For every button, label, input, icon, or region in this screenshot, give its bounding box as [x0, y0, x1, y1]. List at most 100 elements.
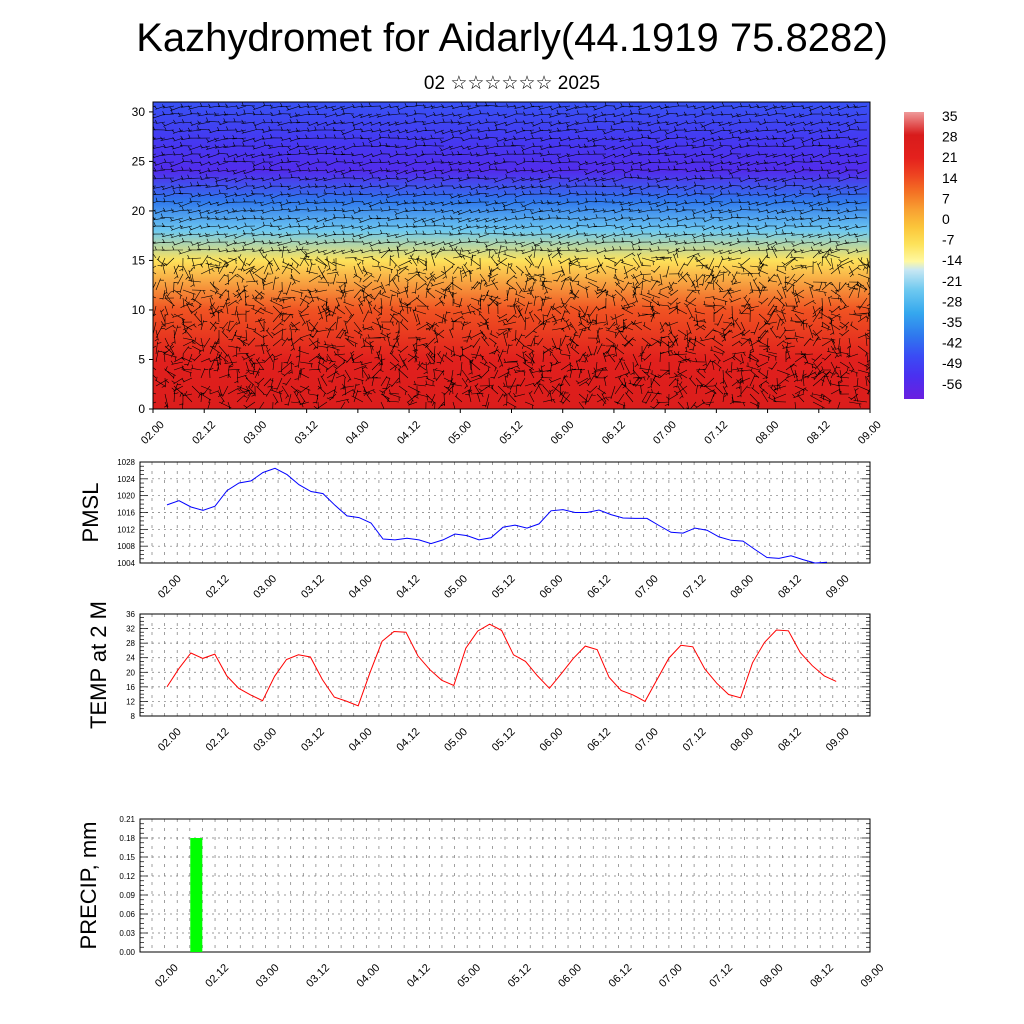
x-tick-label: 07.00: [633, 726, 661, 754]
y-axis-label: PMSL: [78, 483, 103, 543]
y-tick-label: 15: [132, 253, 146, 267]
y-tick-label: 0: [138, 402, 145, 416]
x-tick-label: 06.00: [549, 419, 577, 447]
x-tick-label: 06.12: [607, 962, 635, 990]
x-tick-label: 08.00: [728, 573, 756, 601]
y-tick-label: 1028: [117, 458, 135, 467]
y-tick-label: 30: [132, 105, 146, 119]
x-tick-label: 03.00: [251, 726, 279, 754]
x-tick-label: 07.12: [681, 573, 709, 601]
x-tick-label: 08.00: [753, 419, 781, 447]
chart-subtitle: 02 ☆☆☆☆☆☆ 2025: [423, 73, 601, 94]
y-tick-label: 0.15: [119, 853, 135, 862]
x-tick-label: 02.00: [153, 962, 181, 990]
y-tick-label: 0.03: [119, 929, 135, 938]
x-tick-label: 04.00: [347, 726, 375, 754]
x-tick-label: 03.12: [304, 962, 332, 990]
x-tick-label: 03.00: [251, 573, 279, 601]
colorbar-label: -49: [942, 355, 962, 371]
temperature-field: [153, 102, 870, 409]
colorbar-label: -35: [942, 314, 962, 330]
colorbar-label: -56: [942, 376, 962, 392]
series-line: [166, 623, 837, 707]
y-tick-label: 28: [126, 639, 135, 648]
y-tick-label: 1016: [117, 509, 135, 518]
x-tick-label: 02.00: [156, 726, 184, 754]
y-tick-label: 24: [126, 654, 135, 663]
y-tick-label: 1008: [117, 542, 135, 551]
x-tick-label: 05.12: [490, 573, 518, 601]
x-tick-label: 02.12: [190, 419, 218, 447]
x-tick-label: 05.00: [442, 726, 470, 754]
colorbar-fill: [904, 112, 924, 399]
panel-frame: [139, 613, 871, 717]
temp2m-panel: 8 12 16 20 24 28 32 36 TEMP at 2 M 02.00 02.12 03.0…: [86, 601, 871, 754]
colorbar-label: 0: [942, 211, 950, 227]
x-tick-label: 09.00: [859, 962, 887, 990]
y-axis-label: PRECIP, mm: [76, 822, 101, 950]
x-tick-label: 05.12: [490, 726, 518, 754]
y-tick-label: 36: [126, 610, 135, 619]
colorbar-label: -28: [942, 293, 962, 309]
x-tick-label: 06.00: [556, 962, 584, 990]
colorbar-label: -42: [942, 335, 962, 351]
x-tick-label: 08.12: [776, 726, 804, 754]
colorbar-label: -14: [942, 252, 962, 268]
x-tick-label: 02.12: [204, 573, 232, 601]
y-tick-label: 0.09: [119, 891, 135, 900]
series-line: [166, 467, 828, 564]
y-tick-label: 1012: [117, 525, 135, 534]
x-tick-label: 04.00: [344, 419, 372, 447]
x-tick-label: 03.12: [299, 573, 327, 601]
y-tick-label: 32: [126, 625, 135, 634]
x-tick-label: 08.12: [776, 573, 804, 601]
colorbar-label: -21: [942, 273, 962, 289]
y-tick-label: 0.18: [119, 834, 135, 843]
x-tick-label: 07.00: [651, 419, 679, 447]
x-tick-label: 02.12: [204, 726, 232, 754]
x-tick-label: 03.00: [254, 962, 282, 990]
x-tick-label: 07.00: [657, 962, 685, 990]
y-tick-label: 0.12: [119, 872, 135, 881]
y-tick-label: 1004: [117, 559, 135, 568]
x-tick-label: 04.00: [347, 573, 375, 601]
precip-bar: [190, 838, 203, 952]
x-tick-label: 07.12: [702, 419, 730, 447]
y-tick-label: 20: [126, 668, 135, 677]
y-tick-label: 10: [132, 303, 146, 317]
x-tick-label: 09.00: [824, 573, 852, 601]
x-tick-label: 09.00: [856, 419, 884, 447]
colorbar-label: 21: [942, 149, 958, 165]
x-tick-label: 05.00: [442, 573, 470, 601]
x-tick-label: 08.00: [758, 962, 786, 990]
x-tick-label: 05.00: [446, 419, 474, 447]
x-tick-label: 06.12: [585, 726, 613, 754]
colorbar-label: 35: [942, 108, 958, 124]
y-tick-label: 0.06: [119, 910, 135, 919]
x-tick-label: 05.00: [455, 962, 483, 990]
grid: [140, 461, 870, 564]
x-tick-label: 06.12: [585, 573, 613, 601]
y-tick-label: 12: [126, 697, 135, 706]
x-tick-label: 02.00: [156, 573, 184, 601]
y-tick-label: 0.21: [119, 815, 135, 824]
x-tick-label: 05.12: [506, 962, 534, 990]
pmsl-panel: 1004 1008 1012 1016 1020 1024 1028 PMSL 02.00 02.…: [78, 458, 871, 601]
x-tick-label: 04.12: [394, 573, 422, 601]
y-tick-label: 1020: [117, 492, 135, 501]
x-tick-label: 07.12: [707, 962, 735, 990]
wind-barbs: [153, 102, 870, 409]
temperature-colorbar: 35 28 21 14 7 0 -7 -14 -21 -28 -35 -42 -49 -56: [904, 108, 962, 399]
x-tick-label: 05.12: [497, 419, 525, 447]
x-tick-label: 04.00: [355, 962, 383, 990]
x-tick-label: 08.00: [728, 726, 756, 754]
y-tick-label: 0.00: [119, 948, 135, 957]
colorbar-label: 7: [942, 190, 950, 206]
wind-barb-strokes: [153, 102, 870, 409]
chart-title: Kazhydromet for Aidarly(44.1919 75.8282): [136, 16, 888, 60]
x-tick-label: 03.00: [241, 419, 269, 447]
y-axis-label: TEMP at 2 M: [86, 601, 111, 729]
y-tick-label: 25: [132, 154, 146, 168]
x-tick-label: 08.12: [805, 419, 833, 447]
